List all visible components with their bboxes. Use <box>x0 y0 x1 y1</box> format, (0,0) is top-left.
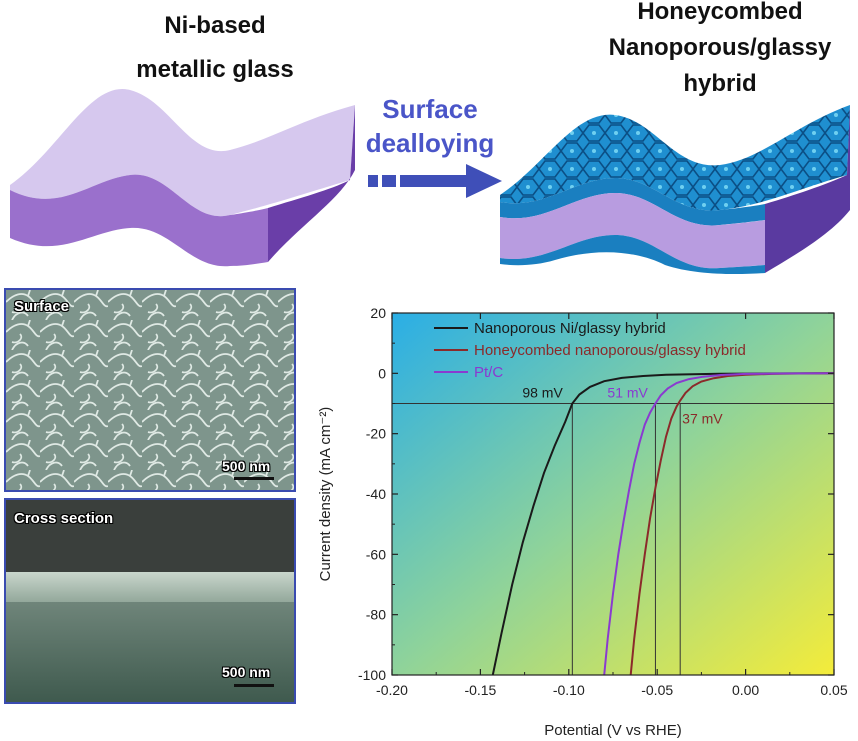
sem-cross-vacuum <box>6 500 294 578</box>
hybrid-side-face <box>765 105 850 273</box>
y-tick-label: -60 <box>366 546 386 562</box>
y-tick-label: -20 <box>366 426 386 442</box>
y-tick-label: -100 <box>358 667 386 683</box>
y-tick-label: 20 <box>370 305 386 321</box>
arrow-dash-2 <box>382 175 396 187</box>
series-line-1 <box>491 372 835 676</box>
overpotential-label-1: 98 mV <box>522 385 563 401</box>
sem-cross-scale-text: 500 nm <box>222 664 271 680</box>
x-tick-label: -0.20 <box>376 682 408 698</box>
x-tick-label: 0.00 <box>732 682 759 698</box>
sem-cross-scale-bar <box>234 684 274 687</box>
arrow-dash-1 <box>368 175 378 187</box>
sem-cross-section-panel: Cross section 500 nm <box>4 498 296 704</box>
x-tick-label: -0.05 <box>641 682 673 698</box>
x-tick-label: -0.15 <box>464 682 496 698</box>
series-line-3 <box>603 372 835 676</box>
ribbon-front-face <box>10 174 268 267</box>
metallic-glass-ribbon <box>10 89 355 267</box>
overpotential-label-2: 51 mV <box>607 385 648 401</box>
plot-area-background <box>392 313 834 675</box>
hybrid-bottom-porous-layer <box>500 235 765 275</box>
right-title: Honeycombed Nanoporous/glassy hybrid <box>585 0 855 102</box>
x-tick-label: -0.10 <box>553 682 585 698</box>
sem-surface-scale-bar <box>234 477 274 480</box>
arrow-shaft <box>400 175 470 187</box>
sem-surface-panel: Surface 500 nm <box>4 288 296 492</box>
legend-label-2: Honeycombed nanoporous/glassy hybrid <box>474 342 746 359</box>
ribbon-side-face <box>268 105 355 262</box>
arrow-head <box>466 164 502 198</box>
hybrid-top-face <box>500 105 850 211</box>
arrow-label-line-2: dealloying <box>365 128 495 158</box>
legend-label-3: Pt/C <box>474 364 503 381</box>
y-tick-label: -40 <box>366 486 386 502</box>
y-axis-label: Current density (mA cm⁻²) <box>317 407 334 582</box>
left-title-line-2: metallic glass <box>136 56 294 83</box>
left-title: Ni-based metallic glass <box>120 8 310 88</box>
right-title-line-2: Nanoporous/glassy <box>608 34 832 61</box>
overpotential-label-3: 37 mV <box>682 411 723 427</box>
left-title-line-1: Ni-based <box>164 12 266 39</box>
dealloying-arrow <box>368 164 502 198</box>
y-tick-label: -80 <box>366 607 386 623</box>
hybrid-porous-front-layer <box>500 178 765 226</box>
right-title-line-1: Honeycombed <box>637 0 803 25</box>
sem-surface-label: Surface <box>14 298 70 315</box>
ribbon-top-face <box>10 89 355 217</box>
right-title-line-3: hybrid <box>683 70 757 97</box>
arrow-label: Surface dealloying <box>355 92 505 160</box>
sem-surface-scale-text: 500 nm <box>222 458 271 474</box>
sem-surface-texture <box>6 290 294 490</box>
polarization-chart: -0.20 -0.15 -0.10 -0.05 0.00 0.05 20 0 -20 -40 -60… <box>317 305 848 739</box>
x-axis-label: Potential (V vs RHE) <box>544 722 682 739</box>
sem-cross-bulk <box>6 602 294 702</box>
sem-cross-label: Cross section <box>14 510 114 527</box>
arrow-label-line-1: Surface <box>382 94 478 124</box>
honeycombed-hybrid-ribbon <box>500 105 850 275</box>
hybrid-glass-front-layer <box>500 193 765 269</box>
sem-cross-porous-layer <box>6 572 294 602</box>
y-tick-label: 0 <box>378 365 386 381</box>
x-tick-label: 0.05 <box>820 682 847 698</box>
legend-label-1: Nanoporous Ni/glassy hybrid <box>474 320 666 337</box>
